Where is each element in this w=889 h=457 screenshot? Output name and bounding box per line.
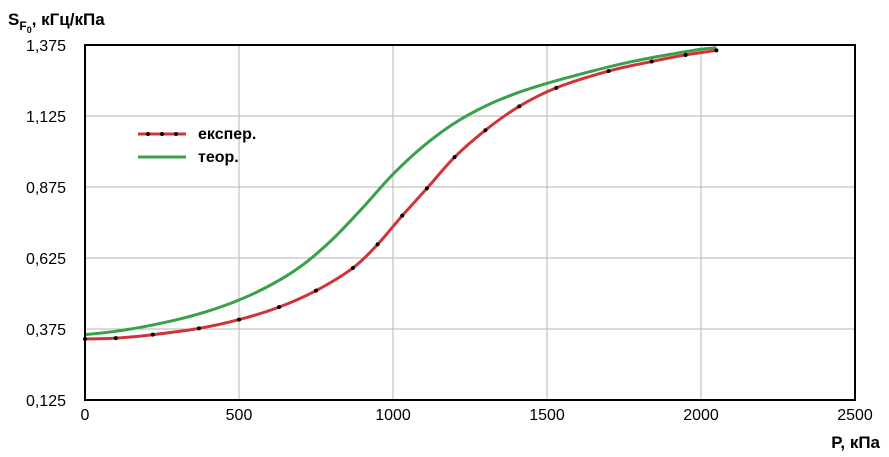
plot-frame (84, 44, 856, 401)
series-line-exper (84, 48, 717, 341)
series-line-theor (84, 46, 717, 337)
legend: експер. теор. (138, 126, 256, 166)
data-point (400, 213, 405, 218)
data-point (375, 242, 380, 247)
y-tick-labels: 0,125 0,375 0,625 0,875 1,125 1,375 (26, 38, 66, 410)
legend-label-exper: експер. (198, 126, 256, 143)
data-point (683, 52, 688, 57)
data-point (277, 305, 282, 310)
data-point (554, 85, 559, 90)
data-point (113, 336, 118, 341)
legend-marker (160, 132, 164, 136)
legend-label-theor: теор. (198, 149, 239, 166)
data-point (649, 59, 654, 64)
legend-marker (174, 132, 178, 136)
x-tick-label: 1000 (375, 407, 411, 424)
x-tick-label: 2500 (837, 407, 873, 424)
x-tick-label: 2000 (683, 407, 719, 424)
data-point (714, 48, 719, 53)
grid (84, 44, 856, 401)
data-point (483, 128, 488, 133)
y-tick-label: 1,125 (26, 109, 66, 126)
x-axis-title: P, кПа (831, 433, 880, 452)
y-tick-label: 0,375 (26, 322, 66, 339)
data-point (314, 288, 318, 293)
data-point (452, 155, 457, 160)
series-layer (83, 46, 719, 341)
x-tick-label: 500 (226, 407, 253, 424)
y-axis-title: SF0, кГц/кПа (8, 10, 105, 35)
data-point (350, 265, 355, 270)
y-tick-label: 1,375 (26, 38, 66, 55)
data-point (606, 69, 611, 74)
data-point (517, 104, 522, 109)
data-point (196, 326, 201, 331)
data-point (424, 186, 429, 191)
x-tick-labels: 0 500 1000 1500 2000 2500 (81, 407, 873, 424)
y-tick-label: 0,125 (26, 393, 66, 410)
y-tick-label: 0,625 (26, 251, 66, 268)
legend-marker (146, 132, 150, 136)
data-point (150, 332, 155, 337)
x-tick-label: 1500 (529, 407, 565, 424)
data-point (237, 317, 241, 322)
y-tick-label: 0,875 (26, 180, 66, 197)
x-tick-label: 0 (81, 407, 90, 424)
